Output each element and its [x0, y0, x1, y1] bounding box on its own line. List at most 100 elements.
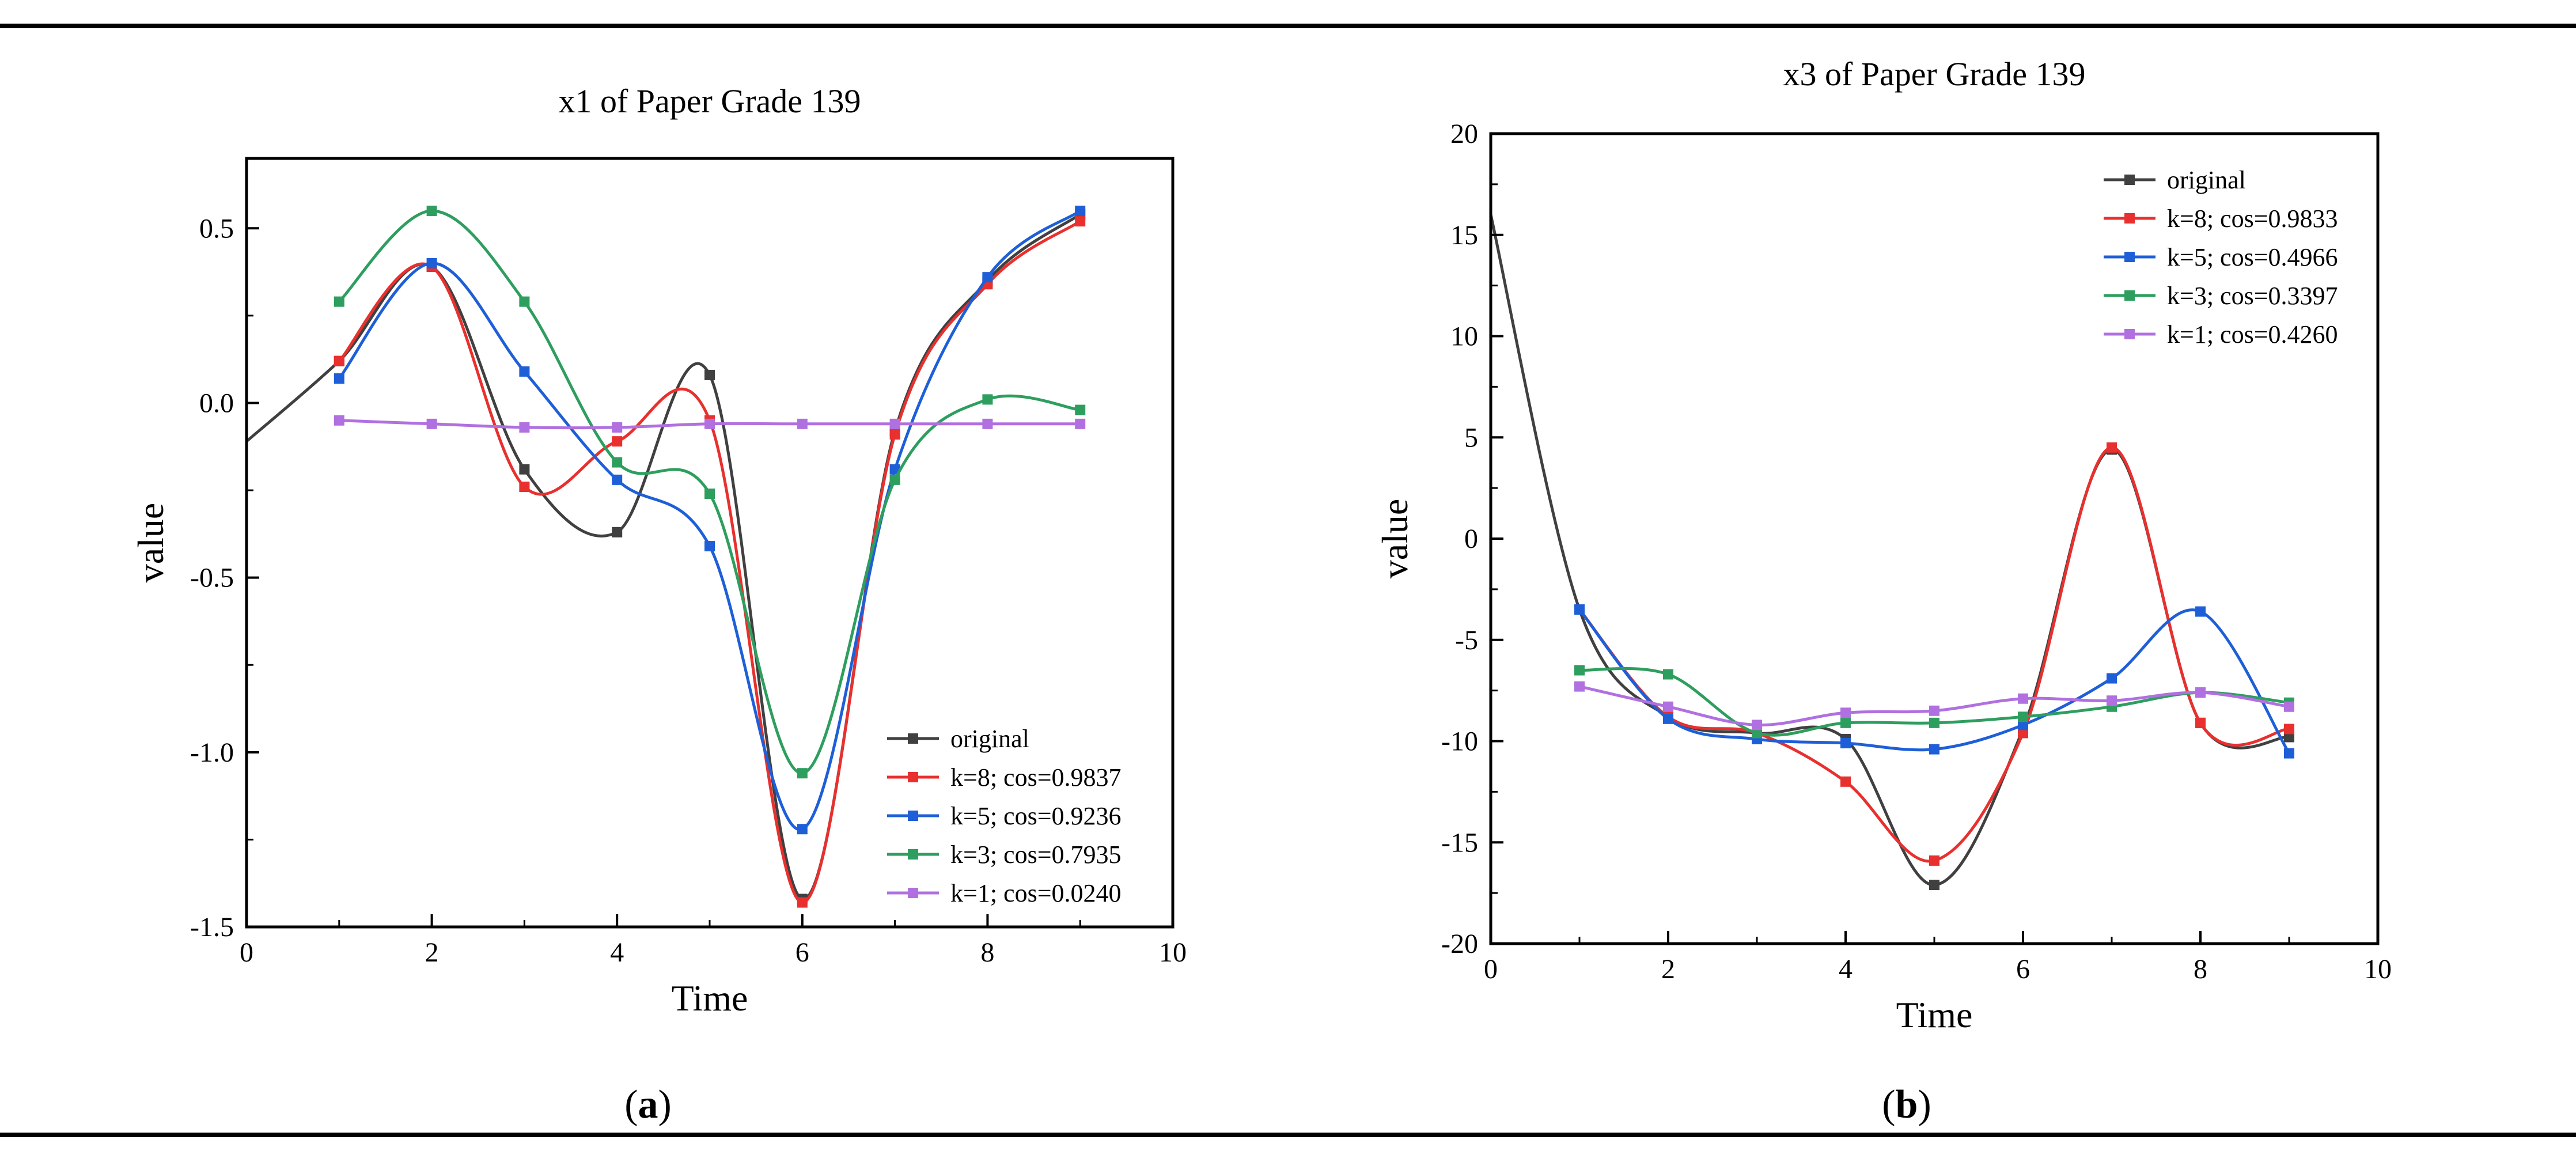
data-point [612, 474, 623, 485]
chart-panels: x1 of Paper Grade 139 0 2 4 6 8 10 -1.5 -1.0 -0.5… [130, 55, 2392, 1127]
data-point [1663, 701, 1673, 712]
legend-swatch-marker [2124, 290, 2135, 301]
data-point [1075, 216, 1086, 227]
x-tick-label: 4 [1839, 954, 1853, 985]
data-point [334, 373, 344, 384]
data-point [612, 436, 623, 447]
data-point [612, 457, 623, 468]
data-point [612, 422, 623, 433]
data-point [1663, 713, 1673, 724]
legend-swatch-marker [2124, 252, 2135, 262]
y-tick-label: -1.0 [190, 737, 234, 768]
chart-title: x1 of Paper Grade 139 [558, 82, 861, 120]
series-line [1491, 214, 2290, 887]
data-point [1574, 665, 1585, 676]
x-tick-label: 4 [610, 937, 624, 968]
data-point [1574, 604, 1585, 615]
data-point [334, 355, 344, 366]
data-point [426, 258, 437, 268]
data-point [1840, 738, 1851, 749]
legend-label: k=3; cos=0.3397 [2167, 282, 2338, 310]
x-tick-label: 10 [1159, 937, 1187, 968]
x-axis-label: Time [672, 978, 748, 1019]
data-point [2107, 673, 2117, 684]
data-point [2195, 687, 2206, 698]
legend-swatch-marker [908, 888, 918, 898]
data-point [2195, 717, 2206, 728]
x-tick-label: 0 [1484, 954, 1498, 985]
series-line [338, 209, 1081, 831]
data-point [704, 489, 715, 499]
data-point [2107, 695, 2117, 706]
legend-label: k=1; cos=0.4260 [2167, 320, 2338, 349]
x-tick-label: 2 [1661, 954, 1675, 985]
series-line [338, 209, 1081, 775]
y-tick-label: -1.5 [190, 912, 234, 942]
chart-panel-b: x3 of Paper Grade 139 0 2 4 6 8 10 -20 -15 -10 -5 0… [1374, 55, 2392, 1127]
y-tick-label: -15 [1441, 827, 1478, 858]
y-tick-label: 0 [1464, 524, 1478, 554]
panel-caption-letter: b [1896, 1082, 1918, 1127]
data-point [1663, 669, 1673, 680]
chart-panel-a: x1 of Paper Grade 139 0 2 4 6 8 10 -1.5 -1.0 -0.5… [130, 82, 1187, 1127]
data-point [519, 464, 530, 475]
legend-swatch-marker [2124, 175, 2135, 185]
data-point [1075, 404, 1086, 415]
x-tick-label: 0 [240, 937, 253, 968]
legend-swatch-marker [908, 849, 918, 860]
data-point [426, 205, 437, 216]
legend-label: k=1; cos=0.0240 [950, 879, 1122, 907]
data-point [1840, 776, 1851, 787]
y-tick-label: 20 [1450, 119, 1478, 149]
data-point [2195, 606, 2206, 617]
legend: original k=8; cos=0.9833 k=5; cos=0.4966 k=… [2104, 166, 2338, 349]
data-point [1929, 880, 1939, 891]
data-point [1929, 705, 1939, 716]
data-point [2284, 701, 2294, 712]
y-tick-label: -0.5 [190, 563, 234, 593]
legend-swatch-marker [908, 733, 918, 744]
data-point [1752, 720, 1762, 730]
legend: original k=8; cos=0.9837 k=5; cos=0.9236 k=… [887, 725, 1122, 907]
data-point [889, 474, 900, 485]
series-line [1578, 446, 2290, 863]
data-point [2018, 720, 2028, 730]
data-point [519, 422, 530, 433]
data-point [704, 541, 715, 552]
legend-label: k=5; cos=0.4966 [2167, 243, 2338, 271]
data-point [2107, 442, 2117, 453]
legend-label: original [2167, 166, 2246, 194]
data-point [797, 768, 808, 779]
data-point [704, 369, 715, 380]
data-point [334, 296, 344, 307]
data-point [982, 272, 993, 283]
data-point [797, 897, 808, 908]
data-point [2018, 728, 2028, 739]
panel-caption: (b) [1882, 1082, 1931, 1127]
legend-label: k=8; cos=0.9833 [2167, 205, 2338, 233]
chart-title: x3 of Paper Grade 139 [1783, 55, 2085, 93]
panel-caption: (a) [624, 1082, 672, 1127]
legend-swatch-marker [908, 772, 918, 782]
legend-label: original [950, 725, 1029, 753]
data-point [1929, 717, 1939, 728]
series-lines [1491, 214, 2294, 891]
data-point [2018, 693, 2028, 704]
data-point [2284, 724, 2294, 735]
y-tick-label: -20 [1441, 929, 1478, 959]
y-tick-label: 15 [1450, 220, 1478, 251]
series-lines [247, 205, 1086, 908]
data-point [797, 418, 808, 429]
data-point [889, 418, 900, 429]
y-tick-label: 5 [1464, 422, 1478, 453]
y-axis-label: value [1374, 499, 1415, 579]
y-tick-label: 0.0 [199, 388, 234, 418]
series-line [1578, 608, 2291, 754]
x-axis-label: Time [1896, 994, 1973, 1035]
panel-caption-letter: a [638, 1082, 658, 1127]
data-point [982, 394, 993, 405]
legend-swatch-marker [908, 811, 918, 821]
y-tick-label: -10 [1441, 726, 1478, 757]
